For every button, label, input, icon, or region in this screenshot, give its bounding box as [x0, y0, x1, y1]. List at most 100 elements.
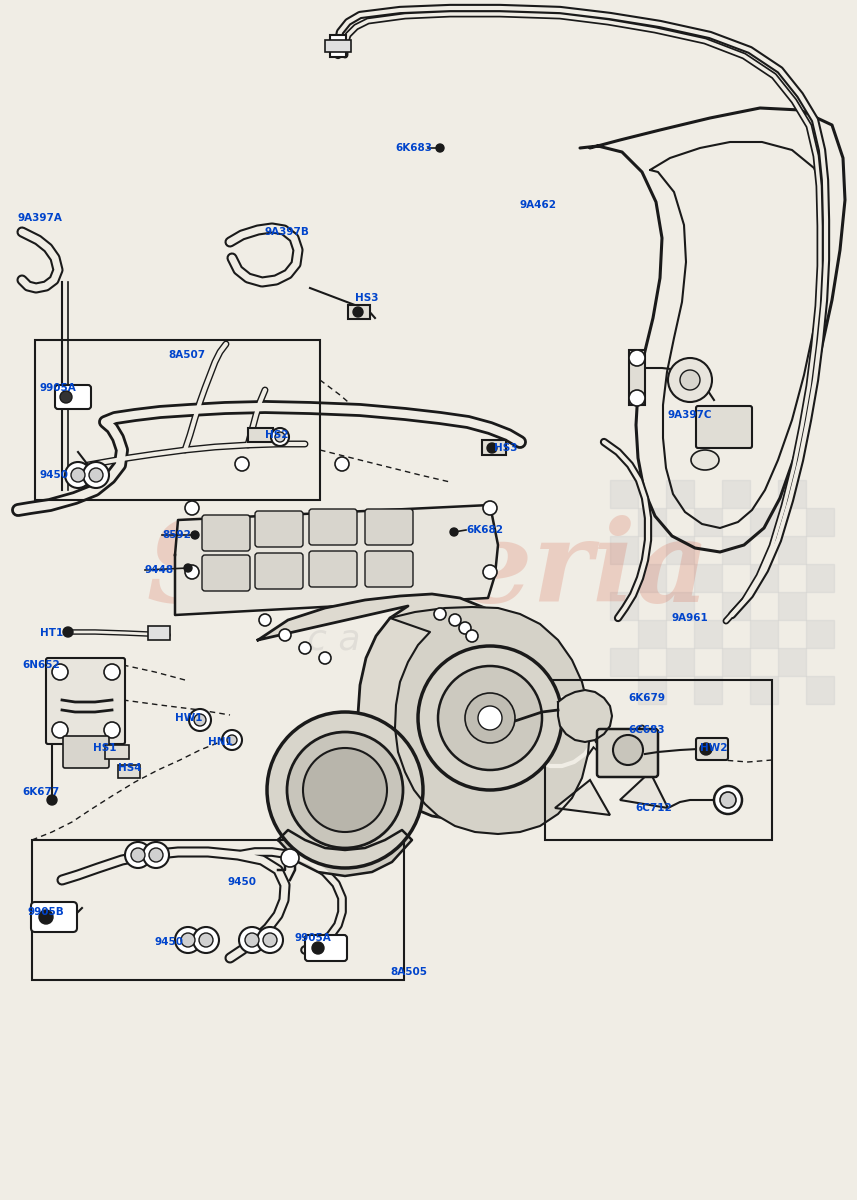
Circle shape [194, 714, 206, 726]
Bar [325, 40, 351, 52]
Bar [694, 508, 722, 536]
Bar [806, 508, 834, 536]
Circle shape [245, 934, 259, 947]
Circle shape [459, 622, 471, 634]
Circle shape [299, 642, 311, 654]
Circle shape [125, 842, 151, 868]
Text: HS3: HS3 [355, 293, 379, 302]
Circle shape [720, 792, 736, 808]
Bar [722, 480, 750, 508]
Text: 9A397C: 9A397C [668, 410, 712, 420]
Circle shape [450, 528, 458, 536]
FancyBboxPatch shape [365, 509, 413, 545]
Circle shape [39, 910, 53, 924]
Bar [722, 592, 750, 620]
Text: 9905A: 9905A [295, 934, 332, 943]
Text: 6K677: 6K677 [22, 787, 59, 797]
FancyBboxPatch shape [309, 509, 357, 545]
Text: HT1: HT1 [40, 628, 63, 638]
Circle shape [259, 614, 271, 626]
Bar [545, 680, 772, 840]
Bar [778, 536, 806, 564]
FancyBboxPatch shape [309, 551, 357, 587]
Circle shape [175, 926, 201, 953]
Circle shape [267, 712, 423, 868]
Circle shape [613, 734, 643, 766]
Circle shape [281, 850, 299, 866]
Polygon shape [555, 780, 610, 815]
Text: HW1: HW1 [175, 713, 202, 722]
Text: HN1: HN1 [208, 737, 233, 746]
Bar [348, 305, 370, 319]
Text: c a r  p a r t s: c a r p a r t s [307, 623, 548, 658]
Circle shape [279, 629, 291, 641]
Polygon shape [278, 830, 412, 876]
Bar [629, 350, 645, 404]
Circle shape [487, 443, 497, 452]
Bar [778, 648, 806, 676]
Bar [666, 648, 694, 676]
Circle shape [83, 462, 109, 488]
Text: HS4: HS4 [118, 763, 141, 773]
Text: 9450: 9450 [155, 937, 184, 947]
Text: 6K682: 6K682 [466, 526, 503, 535]
FancyBboxPatch shape [696, 406, 752, 448]
Text: HS2: HS2 [265, 430, 289, 440]
Bar [694, 564, 722, 592]
Bar [750, 620, 778, 648]
FancyBboxPatch shape [46, 658, 125, 744]
Text: 8A507: 8A507 [168, 350, 205, 360]
Circle shape [52, 664, 68, 680]
Circle shape [63, 626, 73, 637]
Bar [778, 592, 806, 620]
Bar [722, 536, 750, 564]
Polygon shape [258, 594, 546, 820]
Text: 9450: 9450 [228, 877, 257, 887]
Bar [750, 508, 778, 536]
Bar [482, 440, 506, 455]
FancyBboxPatch shape [365, 551, 413, 587]
Text: 9450: 9450 [40, 470, 69, 480]
Circle shape [287, 732, 403, 848]
Ellipse shape [691, 450, 719, 470]
Text: HS3: HS3 [494, 443, 518, 452]
Bar [35, 340, 320, 500]
Bar [806, 620, 834, 648]
Circle shape [449, 614, 461, 626]
Polygon shape [175, 505, 498, 614]
Text: 6K683: 6K683 [395, 143, 432, 152]
Polygon shape [620, 772, 668, 808]
Circle shape [257, 926, 283, 953]
Circle shape [465, 692, 515, 743]
Circle shape [303, 748, 387, 832]
Circle shape [104, 722, 120, 738]
Circle shape [714, 786, 742, 814]
Circle shape [335, 457, 349, 470]
Circle shape [149, 848, 163, 862]
Bar [610, 536, 638, 564]
Polygon shape [558, 690, 612, 742]
Bar [105, 745, 129, 758]
Circle shape [143, 842, 169, 868]
Bar [694, 676, 722, 704]
Circle shape [629, 350, 645, 366]
Bar [806, 676, 834, 704]
Circle shape [52, 722, 68, 738]
Circle shape [436, 144, 444, 152]
Circle shape [131, 848, 145, 862]
Text: 8A505: 8A505 [390, 967, 427, 977]
Circle shape [353, 307, 363, 317]
Circle shape [104, 664, 120, 680]
Text: 6C712: 6C712 [635, 803, 672, 814]
Text: HW2: HW2 [700, 743, 728, 754]
Text: Scuderia: Scuderia [147, 515, 710, 625]
Circle shape [263, 934, 277, 947]
Bar [806, 564, 834, 592]
Circle shape [478, 706, 502, 730]
Text: 8592: 8592 [162, 530, 191, 540]
FancyBboxPatch shape [202, 554, 250, 590]
Bar [750, 676, 778, 704]
Circle shape [47, 794, 57, 805]
Text: HS1: HS1 [93, 743, 117, 754]
Bar [638, 676, 666, 704]
